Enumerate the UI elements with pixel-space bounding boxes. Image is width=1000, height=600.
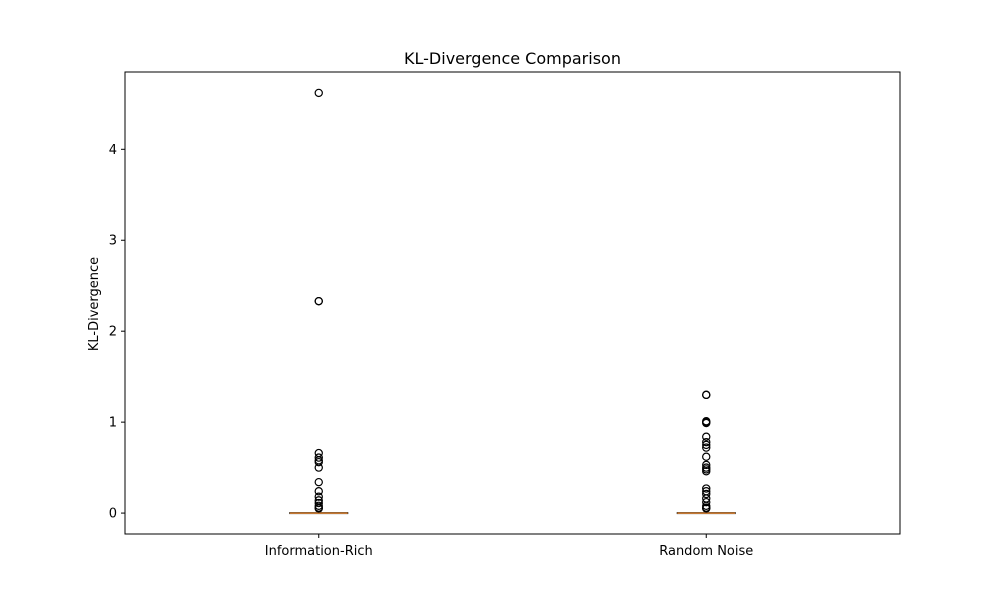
outlier-point (702, 418, 711, 428)
outlier-point (702, 484, 711, 493)
y-tick-label: 0 (109, 507, 117, 522)
chart-title: KL-Divergence Comparison (404, 49, 621, 68)
outlier-point (314, 504, 323, 513)
outlier-point (702, 437, 711, 447)
outlier-point (702, 504, 711, 513)
y-tick-label: 4 (109, 143, 117, 158)
outlier-point (702, 432, 711, 441)
outlier-point (314, 477, 323, 487)
outlier-point (314, 453, 323, 462)
y-tick-label: 1 (109, 416, 117, 431)
outlier-point (314, 463, 323, 472)
outlier-point (314, 88, 323, 98)
outlier-point (702, 443, 711, 452)
outlier-point (702, 497, 711, 507)
outlier-point (702, 390, 711, 400)
axes-frame (124, 71, 901, 535)
outlier-point (702, 452, 711, 461)
outlier-point (702, 467, 711, 476)
outlier-point (314, 457, 323, 467)
x-tick-label: Random Noise (659, 544, 753, 559)
x-tick-label: Information-Rich (265, 544, 373, 559)
y-axis-label: KL-Divergence (87, 257, 102, 351)
outlier-point (314, 296, 323, 306)
outlier-point (314, 487, 323, 496)
outlier-point (702, 440, 711, 450)
plot-area: 0 1 2 3 4 Information-Rich Random Noise (109, 88, 753, 559)
y-tick-label: 3 (109, 234, 117, 249)
outlier-point (702, 460, 711, 470)
outlier-point (314, 492, 323, 501)
outlier-point (702, 489, 711, 499)
outlier-point (314, 498, 323, 508)
y-tick-label: 2 (109, 325, 117, 340)
